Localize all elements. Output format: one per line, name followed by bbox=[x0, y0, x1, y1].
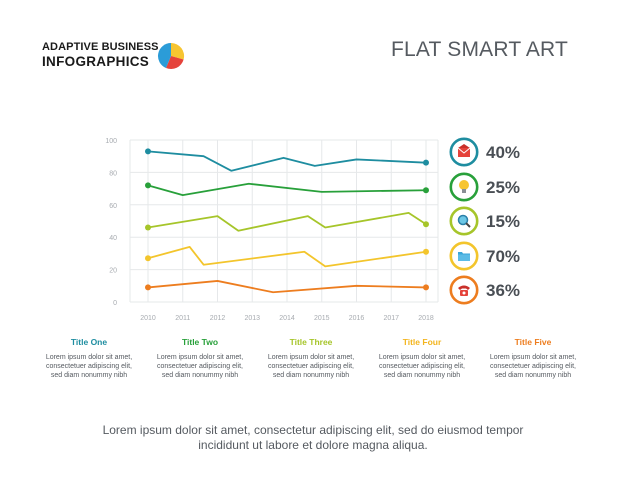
magnifier-icon bbox=[449, 206, 479, 236]
series-line-5 bbox=[147, 280, 427, 294]
series-4-start-point bbox=[145, 255, 151, 262]
pie-logo-slice-blue bbox=[158, 43, 171, 68]
text-column: Title Two Lorem ipsum dolor sit amet, cons… bbox=[142, 337, 258, 380]
column-body-line: Lorem ipsum dolor sit amet, bbox=[378, 354, 466, 361]
column-body-line: Lorem ipsum dolor sit amet, bbox=[45, 354, 133, 361]
column-body-line: sed diam nonummy nibh bbox=[494, 372, 572, 379]
footer-text: Lorem ipsum dolor sit amet, consectetur … bbox=[80, 423, 546, 453]
x-tick-label: 2014 bbox=[279, 315, 295, 322]
column-title: Title Two bbox=[181, 337, 219, 347]
column-body-line: consectetuer adipiscing elit, bbox=[268, 363, 354, 370]
badge-value: 36% bbox=[486, 281, 521, 300]
brand-line-1: ADAPTIVE BUSINESS bbox=[42, 41, 159, 53]
x-tick-label: 2010 bbox=[140, 315, 156, 322]
chart-grid bbox=[129, 139, 439, 303]
badge-value: 70% bbox=[486, 246, 521, 266]
column-body: Lorem ipsum dolor sit amet, consectetuer … bbox=[253, 353, 369, 380]
column-body-line: consectetuer adipiscing elit, bbox=[379, 363, 465, 370]
text-column: Title Three Lorem ipsum dolor sit amet, co… bbox=[253, 337, 369, 380]
footer-line-1: Lorem ipsum dolor sit amet, consectetur … bbox=[102, 423, 524, 437]
pie-logo-icon bbox=[158, 42, 185, 70]
series-3-end-point bbox=[423, 221, 429, 228]
text-column: Title One Lorem ipsum dolor sit amet, cons… bbox=[31, 337, 147, 380]
lightbulb-icon bbox=[449, 172, 479, 201]
footer-line-2: incididunt ut labore et dolore magna ali… bbox=[198, 438, 428, 452]
y-tick-label: 40 bbox=[109, 235, 117, 242]
badge-value: 15% bbox=[486, 212, 521, 231]
series-4-end-point bbox=[423, 248, 429, 255]
column-title: Title Five bbox=[514, 337, 552, 347]
column-body-line: consectetuer adipiscing elit, bbox=[157, 363, 243, 370]
x-tick-label: 2011 bbox=[175, 315, 190, 322]
series-1-start-point bbox=[145, 148, 151, 155]
column-body-line: sed diam nonummy nibh bbox=[383, 372, 461, 379]
series-5-start-point bbox=[145, 284, 151, 291]
x-tick-label: 2016 bbox=[349, 315, 365, 322]
column-title: Title Four bbox=[402, 337, 442, 347]
series-1-end-point bbox=[423, 159, 429, 166]
column-body-line: consectetuer adipiscing elit, bbox=[46, 363, 132, 370]
x-tick-label: 2015 bbox=[314, 315, 330, 322]
badge-value: 25% bbox=[486, 177, 521, 197]
column-title: Title One bbox=[70, 337, 108, 347]
badge-value: 40% bbox=[486, 143, 521, 162]
brand-text: ADAPTIVE BUSINESS INFOGRAPHICS bbox=[42, 41, 159, 69]
envelope-icon bbox=[449, 137, 479, 167]
folder-icon bbox=[449, 241, 479, 270]
column-body-line: Lorem ipsum dolor sit amet, bbox=[489, 354, 577, 361]
y-tick-label: 100 bbox=[105, 138, 117, 145]
telephone-icon bbox=[449, 275, 479, 305]
series-line-3 bbox=[147, 211, 427, 232]
series-2-start-point bbox=[145, 182, 151, 189]
series-5-end-point bbox=[423, 284, 429, 291]
x-tick-label: 2018 bbox=[418, 315, 434, 322]
column-body: Lorem ipsum dolor sit amet, consectetuer … bbox=[475, 353, 591, 380]
column-title: Title Three bbox=[289, 337, 333, 347]
series-line-4 bbox=[147, 246, 427, 268]
y-tick-label: 80 bbox=[109, 170, 117, 177]
x-tick-label: 2013 bbox=[244, 315, 260, 322]
line-chart: 0 20 40 60 80 100 2010 2011 2012 2013 2014 2015 2016… bbox=[105, 138, 439, 322]
series-2-end-point bbox=[423, 187, 429, 194]
x-tick-label: 2017 bbox=[383, 315, 399, 322]
column-body: Lorem ipsum dolor sit amet, consectetuer … bbox=[31, 353, 147, 380]
pie-logo-slice-yellow bbox=[171, 42, 185, 60]
x-tick-label: 2012 bbox=[210, 315, 226, 322]
y-tick-label: 60 bbox=[109, 203, 117, 210]
column-body-line: Lorem ipsum dolor sit amet, bbox=[156, 354, 244, 361]
brand-line-2: INFOGRAPHICS bbox=[42, 54, 150, 69]
series-3-start-point bbox=[145, 224, 151, 231]
column-body-line: Lorem ipsum dolor sit amet, bbox=[267, 354, 355, 361]
column-body-line: consectetuer adipiscing elit, bbox=[490, 363, 576, 370]
text-column: Title Five Lorem ipsum dolor sit amet, con… bbox=[475, 337, 591, 380]
pie-logo-slice-red bbox=[166, 56, 184, 70]
series-line-1 bbox=[147, 150, 427, 172]
column-body-line: sed diam nonummy nibh bbox=[50, 372, 128, 379]
y-tick-label: 20 bbox=[109, 268, 117, 275]
text-column: Title Four Lorem ipsum dolor sit amet, con… bbox=[364, 337, 480, 380]
y-tick-label: 0 bbox=[113, 300, 117, 307]
column-body: Lorem ipsum dolor sit amet, consectetuer … bbox=[142, 353, 258, 380]
column-body-line: sed diam nonummy nibh bbox=[161, 372, 239, 379]
column-body: Lorem ipsum dolor sit amet, consectetuer … bbox=[364, 353, 480, 380]
series-line-2 bbox=[147, 182, 427, 196]
column-body-line: sed diam nonummy nibh bbox=[272, 372, 350, 379]
page-title: FLAT SMART ART bbox=[391, 38, 569, 61]
